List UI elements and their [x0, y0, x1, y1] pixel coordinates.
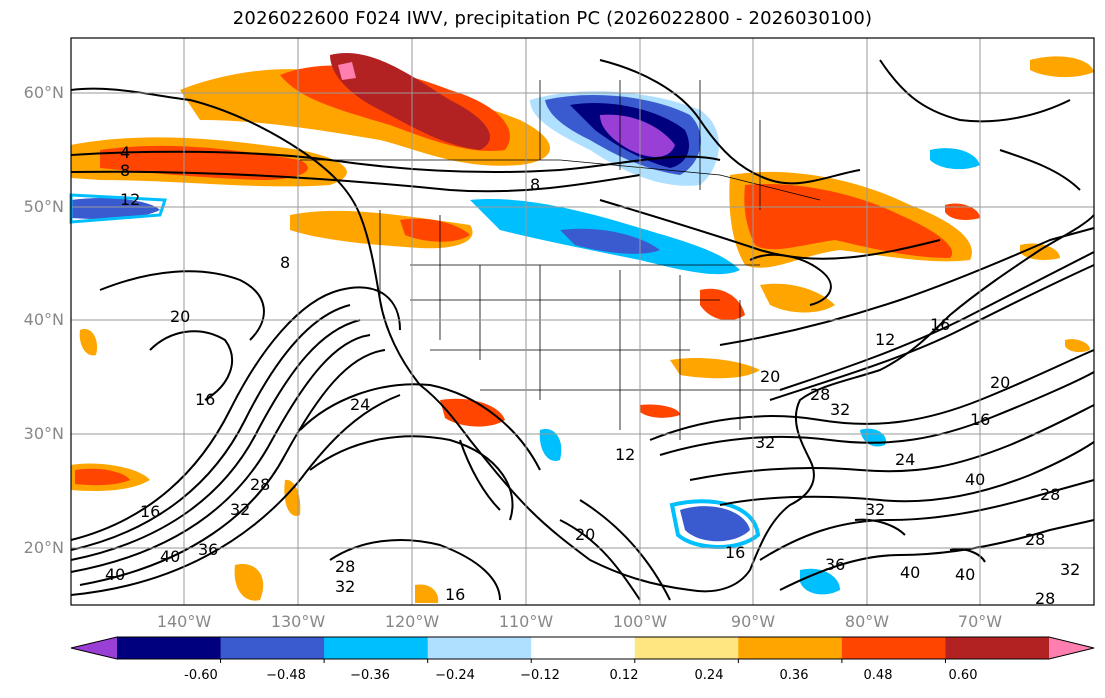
colorbar-segment [220, 637, 325, 659]
lat-label-30n: 30°N [23, 424, 64, 443]
lon-label-140w: 140°W [156, 612, 212, 631]
lon-label-90w: 90°W [730, 612, 776, 631]
contour-label: 32 [1060, 560, 1080, 579]
colorbar-label: 0.36 [779, 668, 809, 683]
contour-label: 16 [140, 502, 160, 521]
lon-label-130w: 130°W [270, 612, 326, 631]
contour-label: 28 [810, 385, 830, 404]
colorbar-extend-high [1049, 637, 1094, 659]
map-frame [70, 37, 1095, 606]
lon-label-80w: 80°W [844, 612, 890, 631]
contour-label: 16 [725, 543, 745, 562]
contour-label: 12 [875, 330, 895, 349]
lon-label-120w: 120°W [384, 612, 440, 631]
lat-label-40n: 40°N [23, 310, 64, 329]
contour-label: 20 [575, 525, 595, 544]
contour-label: 8 [530, 175, 540, 194]
contour-label: 12 [615, 445, 635, 464]
colorbar-segment [945, 637, 1050, 659]
contour-label: 28 [1035, 589, 1055, 608]
lat-label-20n: 20°N [23, 538, 64, 557]
colorbar-segment [427, 637, 532, 659]
colorbar-label: 0.24 [694, 668, 724, 683]
map-panel: 4 8 12 8 8 20 16 16 32 36 40 40 24 28 28… [69, 37, 1095, 608]
colorbar-label: −0.24 [435, 668, 475, 683]
colorbar [70, 636, 1095, 663]
colorbar-segment [531, 637, 636, 659]
colorbar-segment [841, 637, 946, 659]
graticule [71, 38, 1094, 605]
contour-label: 24 [350, 395, 370, 414]
contour-label: 20 [760, 367, 780, 386]
contour-label: 20 [170, 307, 190, 326]
contour-label: 16 [930, 315, 950, 334]
iwv-contours [70, 150, 1095, 601]
map-title: 2026022600 F024 IWV, precipitation PC (2… [232, 8, 873, 29]
lon-label-70w: 70°W [957, 612, 1003, 631]
colorbar-segment [324, 637, 429, 659]
colorbar-label: 0.60 [948, 668, 978, 683]
colorbar-label: −0.48 [266, 668, 306, 683]
contour-label: 28 [1025, 530, 1045, 549]
contour-label: 32 [335, 577, 355, 596]
colorbar-segment [117, 637, 222, 659]
contour-label: 16 [445, 585, 465, 604]
colorbar-label: −0.12 [520, 668, 560, 683]
contour-label: 32 [865, 500, 885, 519]
contour-label: 40 [965, 470, 985, 489]
colorbar-label: -0.60 [184, 668, 218, 683]
contour-label: 16 [970, 410, 990, 429]
contour-labels: 4 8 12 8 8 20 16 16 32 36 40 40 24 28 28… [105, 143, 1080, 608]
coastlines [70, 59, 1095, 593]
contour-label: 16 [195, 390, 215, 409]
contour-label: 36 [198, 540, 218, 559]
contour-label: 12 [120, 190, 140, 209]
contour-label: 36 [825, 555, 845, 574]
lon-label-110w: 110°W [498, 612, 554, 631]
colorbar-label: −0.36 [350, 668, 390, 683]
contour-label: 40 [160, 547, 180, 566]
colorbar-label: 0.48 [863, 668, 893, 683]
contour-label: 28 [335, 557, 355, 576]
contour-label: 28 [250, 475, 270, 494]
contour-label: 24 [895, 450, 915, 469]
contour-label: 8 [280, 253, 290, 272]
contour-label: 40 [105, 565, 125, 584]
colorbar-segment [738, 637, 843, 659]
contour-label: 40 [900, 563, 920, 582]
colorbar-extend-low [71, 637, 117, 659]
contour-label: 4 [120, 143, 130, 162]
contour-label: 32 [230, 500, 250, 519]
colorbar-label: 0.12 [609, 668, 639, 683]
contour-label: 8 [120, 161, 130, 180]
contour-label: 32 [830, 400, 850, 419]
lon-label-100w: 100°W [612, 612, 668, 631]
contour-label: 32 [755, 433, 775, 452]
lat-label-60n: 60°N [23, 83, 64, 102]
contour-label: 20 [990, 373, 1010, 392]
colorbar-segment [634, 637, 739, 659]
contour-label: 28 [1040, 485, 1060, 504]
contour-label: 40 [955, 565, 975, 584]
lat-label-50n: 50°N [23, 197, 64, 216]
